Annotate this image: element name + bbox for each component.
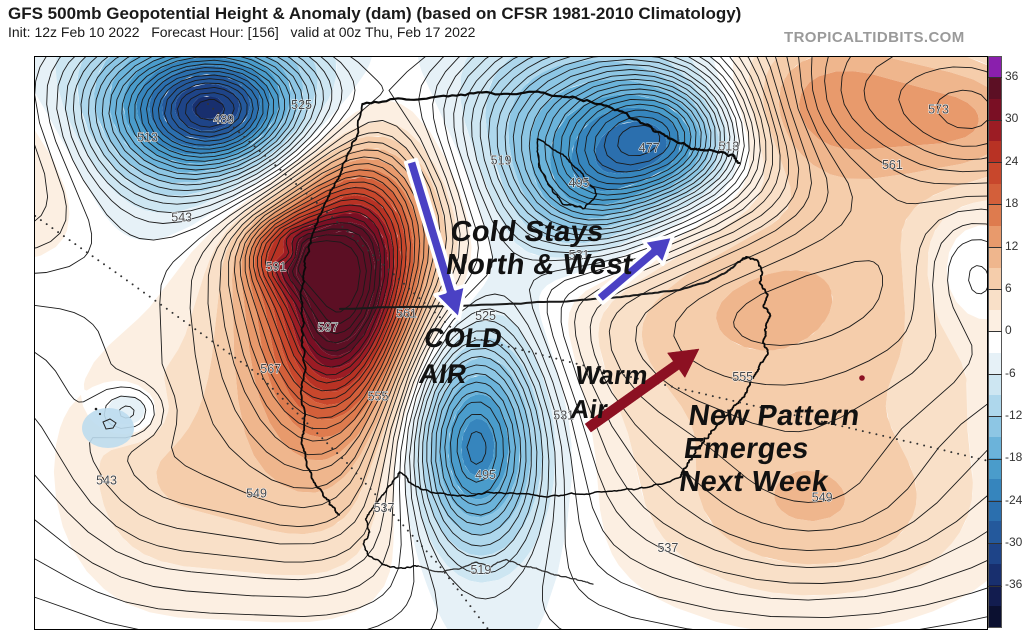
- svg-text:573: 573: [928, 103, 949, 117]
- svg-text:513: 513: [137, 130, 158, 144]
- svg-text:519: 519: [491, 154, 512, 168]
- svg-text:591: 591: [266, 260, 287, 274]
- svg-text:495: 495: [569, 176, 590, 190]
- svg-text:597: 597: [317, 320, 338, 334]
- svg-text:477: 477: [639, 141, 660, 155]
- svg-text:555: 555: [368, 389, 389, 403]
- svg-text:537: 537: [374, 501, 395, 515]
- svg-text:513: 513: [718, 140, 739, 154]
- svg-text:537: 537: [657, 541, 678, 555]
- svg-text:543: 543: [96, 473, 117, 487]
- svg-text:543: 543: [171, 211, 192, 225]
- svg-text:519: 519: [470, 563, 491, 577]
- svg-text:549: 549: [246, 487, 267, 501]
- svg-text:561: 561: [396, 307, 417, 321]
- svg-text:555: 555: [732, 370, 753, 384]
- svg-text:525: 525: [291, 98, 312, 112]
- svg-text:489: 489: [213, 113, 234, 127]
- svg-text:561: 561: [882, 158, 903, 172]
- svg-text:567: 567: [260, 362, 281, 376]
- svg-text:495: 495: [475, 468, 496, 482]
